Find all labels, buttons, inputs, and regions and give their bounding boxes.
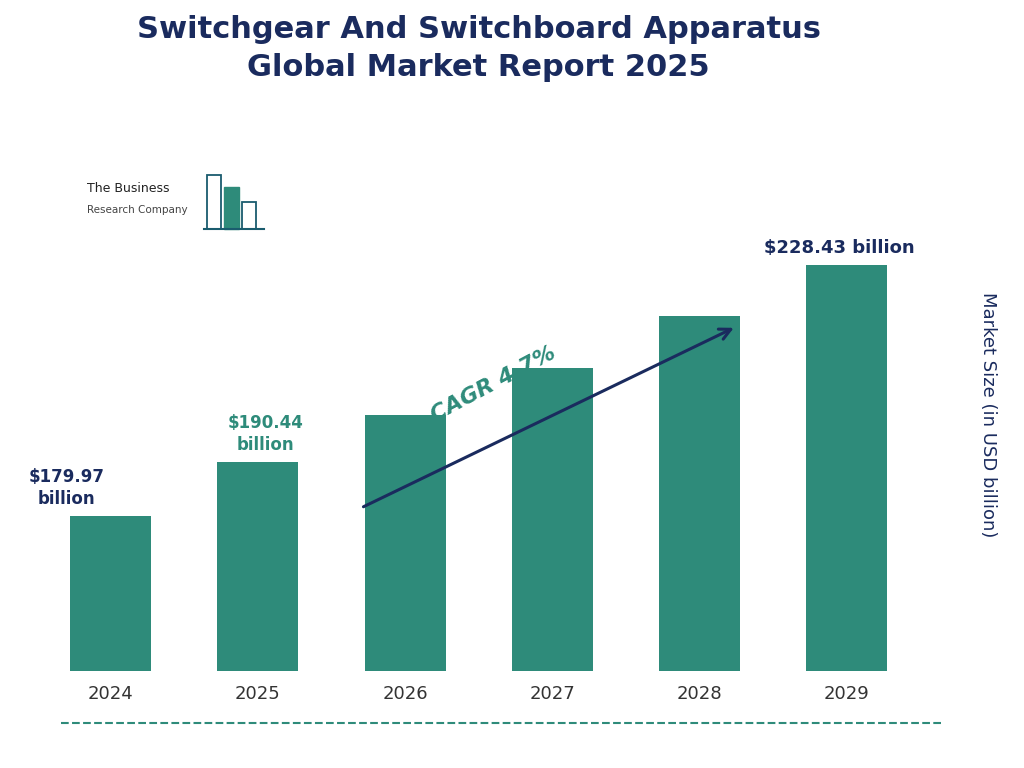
Bar (224, 187, 239, 229)
Bar (806, 265, 887, 671)
Bar (207, 174, 221, 229)
Title: Switchgear And Switchboard Apparatus
Global Market Report 2025: Switchgear And Switchboard Apparatus Glo… (137, 15, 820, 82)
Bar (71, 516, 152, 671)
Bar (365, 415, 445, 671)
Text: $228.43 billion: $228.43 billion (764, 239, 914, 257)
Bar (242, 202, 256, 229)
Text: Research Company: Research Company (87, 205, 187, 215)
Bar (512, 368, 593, 671)
Text: Market Size (in USD billion): Market Size (in USD billion) (979, 292, 997, 538)
Bar (659, 316, 740, 671)
Text: $179.97
billion: $179.97 billion (29, 468, 104, 508)
Text: The Business: The Business (87, 182, 170, 195)
Text: $190.44
billion: $190.44 billion (227, 414, 303, 454)
Text: CAGR 4.7%: CAGR 4.7% (428, 343, 559, 425)
Bar (217, 462, 298, 671)
